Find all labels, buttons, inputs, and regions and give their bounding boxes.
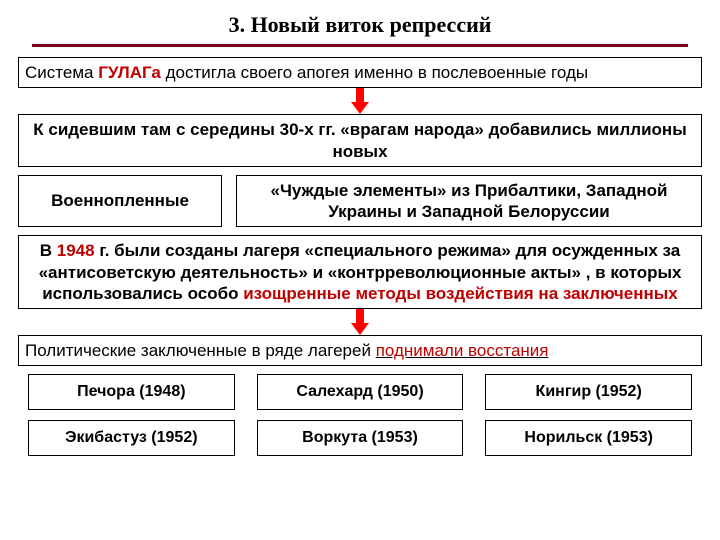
box-1948-camps: В 1948 г. были созданы лагеря «специальн… bbox=[18, 235, 702, 309]
box-gulag-apogee: Система ГУЛАГа достигла своего апогея им… bbox=[18, 57, 702, 88]
slide-title-wrap: 3. Новый виток репрессий bbox=[18, 12, 702, 42]
box-enemies-added: К сидевшим там с середины 30-х гг. «враг… bbox=[18, 114, 702, 167]
text: Система bbox=[25, 63, 98, 82]
uprising-cell: Норильск (1953) bbox=[485, 420, 692, 456]
text: Политические заключенные в ряде лагерей bbox=[25, 341, 376, 360]
text: К сидевшим там с середины 30-х гг. «враг… bbox=[33, 120, 686, 160]
uprisings-grid: Печора (1948) Салехард (1950) Кингир (19… bbox=[18, 374, 702, 456]
uprising-cell: Экибастуз (1952) bbox=[28, 420, 235, 456]
arrow-down-icon bbox=[18, 88, 702, 114]
arrow-down-icon bbox=[18, 309, 702, 335]
box-uprisings-intro: Политические заключенные в ряде лагерей … bbox=[18, 335, 702, 366]
slide-title: 3. Новый виток репрессий bbox=[229, 12, 492, 38]
text: В bbox=[40, 241, 57, 260]
box-pows: Военнопленные bbox=[18, 175, 222, 228]
uprising-cell: Воркута (1953) bbox=[257, 420, 464, 456]
box-alien-elements: «Чуждые элементы» из Прибалтики, Западно… bbox=[236, 175, 702, 228]
text-red: поднимали восстания bbox=[376, 341, 549, 360]
uprising-cell: Кингир (1952) bbox=[485, 374, 692, 410]
text-red: изощренные методы воздействия на заключе… bbox=[243, 284, 678, 303]
uprising-cell: Салехард (1950) bbox=[257, 374, 464, 410]
title-underline bbox=[32, 44, 688, 47]
text: «Чуждые элементы» из Прибалтики, Западно… bbox=[270, 181, 667, 221]
text-red: ГУЛАГа bbox=[98, 63, 161, 82]
text: Военнопленные bbox=[51, 190, 189, 211]
text: достигла своего апогея именно в послевое… bbox=[161, 63, 588, 82]
text-year: 1948 bbox=[57, 241, 95, 260]
uprising-cell: Печора (1948) bbox=[28, 374, 235, 410]
row-two-groups: Военнопленные «Чуждые элементы» из Приба… bbox=[18, 175, 702, 228]
